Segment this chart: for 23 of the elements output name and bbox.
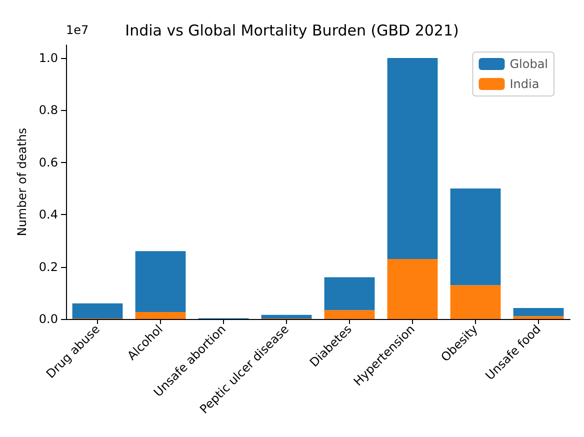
y-tick-label: 0.2	[38, 260, 58, 274]
bar	[324, 310, 375, 319]
bar	[450, 188, 501, 286]
bar	[135, 312, 186, 319]
bar	[261, 314, 312, 318]
bar	[513, 308, 564, 316]
bar	[387, 258, 438, 319]
bar	[135, 251, 186, 312]
bar	[513, 316, 564, 319]
y-axis-title: Number of deaths	[15, 128, 29, 236]
bar	[324, 277, 375, 310]
legend-label: Global	[510, 57, 548, 71]
y-tick-label: 0.4	[38, 208, 58, 222]
y-tick-label: 0.8	[38, 103, 58, 118]
text: 1e7	[66, 23, 89, 37]
bar	[387, 58, 438, 259]
y-tick-label: 0.0	[38, 312, 58, 326]
legend-label: India	[510, 77, 540, 91]
bar	[450, 285, 501, 319]
chart-title: India vs Global Mortality Burden (GBD 2021)	[125, 22, 459, 40]
bar	[72, 303, 123, 318]
y-tick-label: 1.0	[38, 51, 58, 66]
y-tick-label: 0.6	[38, 155, 58, 170]
